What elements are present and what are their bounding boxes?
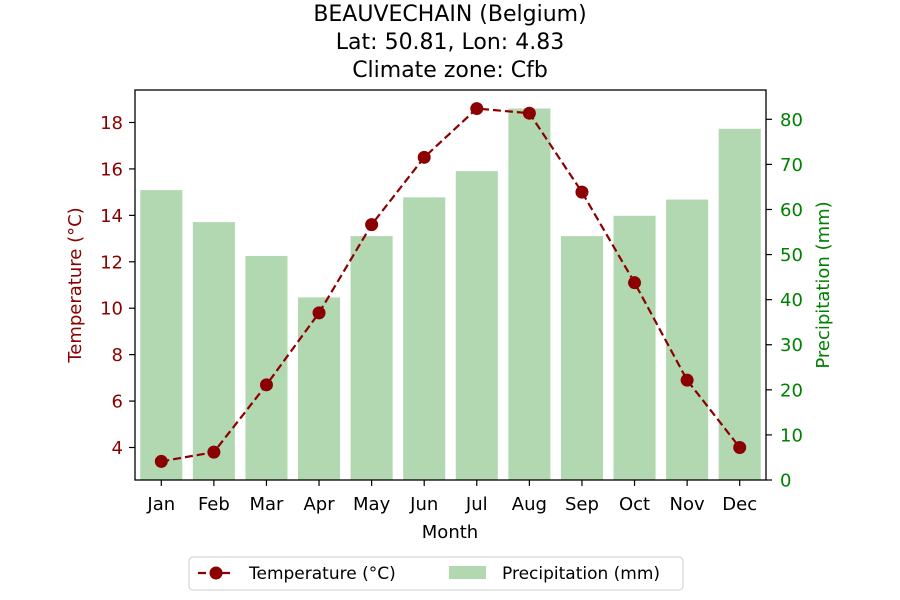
x-tick-label: Jun [409, 494, 438, 515]
left-tick-label: 6 [112, 392, 123, 413]
legend: Temperature (°C) Precipitation (mm) [188, 556, 684, 591]
right-tick-label: 80 [780, 110, 803, 131]
temperature-point [365, 218, 379, 232]
precipitation-bar [718, 128, 761, 480]
temperature-point [259, 378, 273, 392]
left-axis-label: Temperature (°C) [65, 207, 86, 363]
left-tick-label: 14 [100, 206, 123, 227]
right-axis: 0 10 20 30 40 50 60 70 80 [766, 110, 803, 492]
temperature-point [154, 454, 168, 468]
legend-box [188, 556, 684, 591]
precipitation-bar [508, 108, 551, 481]
right-tick-label: 60 [780, 200, 803, 221]
x-axis-label: Month [422, 522, 478, 543]
left-tick-label: 12 [100, 252, 123, 273]
temperature-line [161, 107, 741, 463]
x-tick-label: Apr [303, 494, 335, 515]
chart-title-line: Lat: 50.81, Lon: 4.83 [336, 30, 564, 55]
x-tick-label: May [353, 494, 391, 515]
right-axis-label: Precipitation (mm) [813, 201, 834, 368]
precipitation-bar [350, 236, 393, 480]
legend-precipitation-swatch [449, 566, 486, 579]
left-tick-label: 10 [100, 299, 123, 320]
temperature-point [312, 306, 326, 320]
x-tick-label: Mar [249, 494, 284, 515]
temperature-point [680, 373, 694, 387]
right-tick-label: 50 [780, 245, 803, 266]
legend-temperature-label: Temperature (°C) [248, 564, 396, 584]
left-tick-label: 4 [112, 438, 123, 459]
chart-title-line: BEAUVECHAIN (Belgium) [313, 2, 586, 27]
precipitation-bar [455, 171, 498, 480]
precipitation-bar [192, 222, 235, 480]
left-tick-label: 18 [100, 113, 123, 134]
legend-temperature-marker [209, 566, 223, 580]
chart-title: BEAUVECHAIN (Belgium) Lat: 50.81, Lon: 4.… [313, 2, 586, 83]
left-tick-label: 16 [100, 159, 123, 180]
precipitation-bars [140, 108, 761, 481]
temperature-point [575, 185, 589, 199]
temperature-point [417, 150, 431, 164]
right-tick-label: 20 [780, 380, 803, 401]
x-tick-label: Sep [565, 494, 599, 515]
right-tick-label: 0 [780, 471, 791, 492]
right-tick-label: 10 [780, 425, 803, 446]
temperature-point [733, 441, 747, 454]
x-tick-label: Aug [512, 494, 547, 515]
temperature-point [207, 445, 221, 459]
precipitation-bar [140, 190, 183, 480]
left-tick-label: 8 [112, 345, 123, 366]
plot-frame [134, 89, 767, 481]
temperature-point [522, 106, 536, 120]
x-tick-label: Nov [670, 494, 705, 515]
x-tick-label: Feb [198, 494, 230, 515]
temperature-point [628, 276, 642, 290]
temperature-point [470, 102, 484, 116]
x-tick-label: Dec [722, 494, 757, 515]
left-axis: 4 6 8 10 12 14 16 18 [100, 113, 135, 459]
precipitation-bar [666, 199, 709, 480]
right-tick-label: 30 [780, 335, 803, 356]
x-tick-label: Jan [146, 494, 175, 515]
precipitation-bar [298, 297, 341, 480]
precipitation-bar [245, 255, 288, 480]
x-axis: Jan Feb Mar Apr May Jun Jul Aug Sep Oct Nov Dec [146, 480, 757, 515]
precipitation-bar [560, 236, 603, 480]
right-tick-label: 40 [780, 290, 803, 311]
legend-precipitation-label: Precipitation (mm) [502, 564, 660, 584]
x-tick-label: Oct [619, 494, 650, 515]
right-tick-label: 70 [780, 155, 803, 176]
precipitation-bar [403, 197, 446, 480]
temperature-series [154, 102, 747, 468]
chart-title-line: Climate zone: Cfb [352, 58, 548, 83]
x-tick-label: Jul [465, 494, 488, 515]
